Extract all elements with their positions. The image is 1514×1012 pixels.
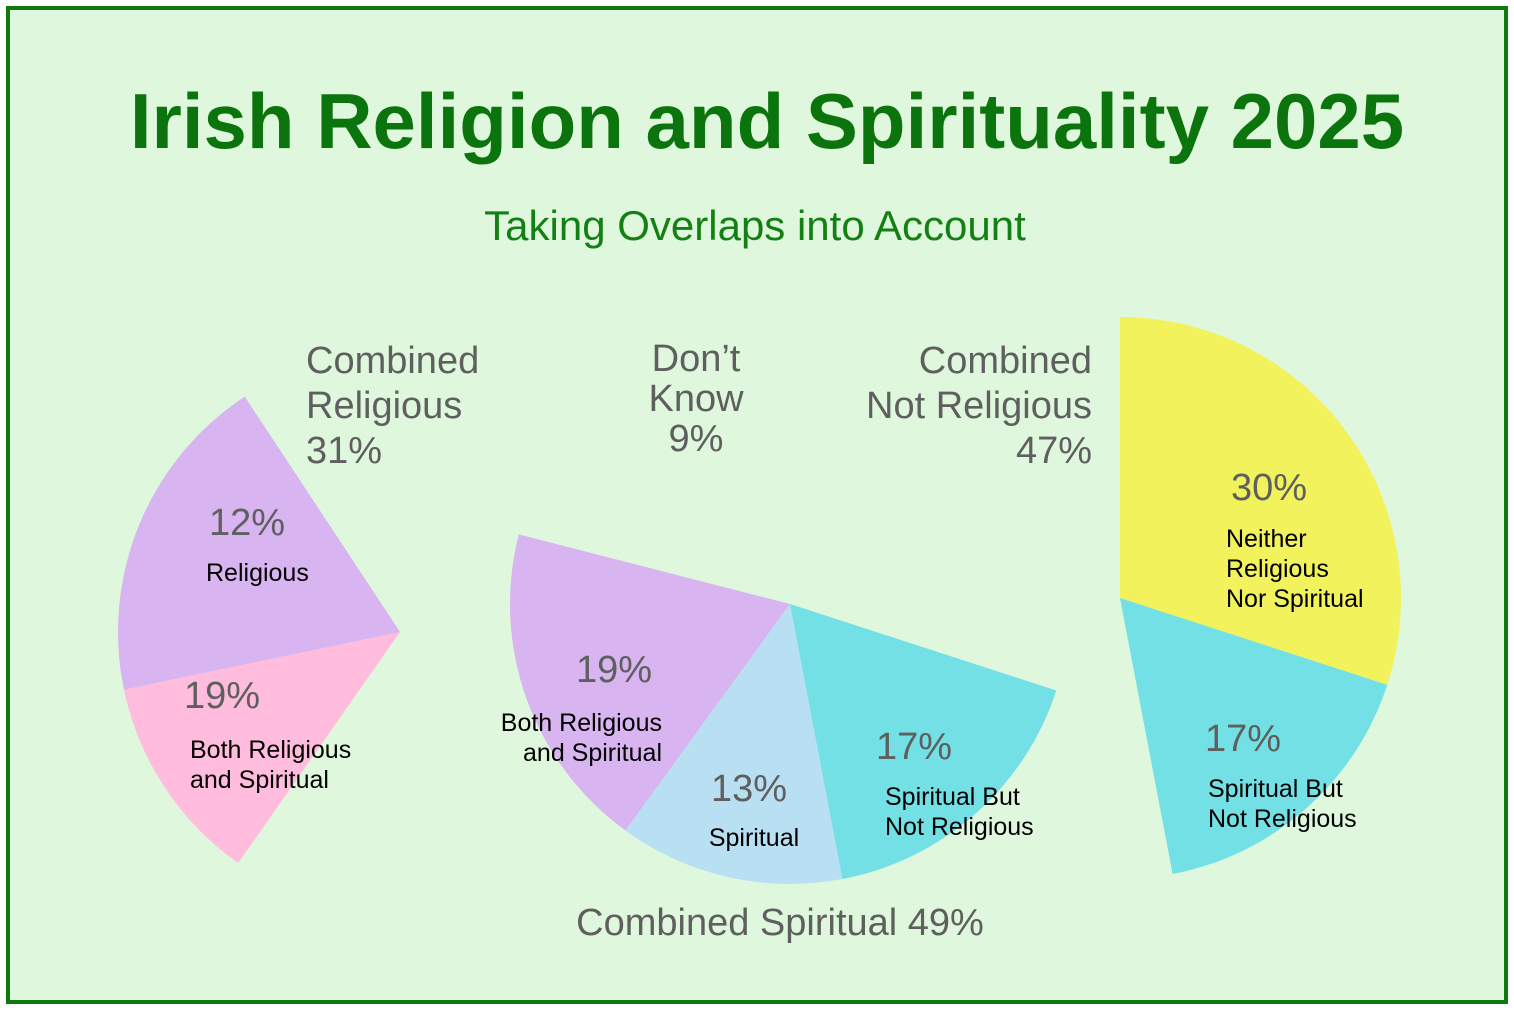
slice-category-label-line: Both Religious (190, 736, 351, 764)
slice-value-label-line: 30% (1231, 467, 1307, 509)
pie-group-3 (1120, 317, 1402, 875)
chart-subtitle: Taking Overlaps into Account (484, 202, 1026, 249)
text-layer: Irish Religion and Spirituality 2025 Tak… (130, 77, 1404, 944)
slice-category-label-line: Not Religious (885, 813, 1034, 841)
slice-value-label: 30% (1231, 467, 1307, 509)
dont-know-label-line: Know (648, 378, 744, 420)
dont-know-label-line: Don’t (652, 338, 741, 380)
slice-category-label: Spiritual But Not Religious (1208, 775, 1357, 833)
slice-category-label-line: and Spiritual (523, 739, 662, 767)
group-total-label: Combined Religious 31% (306, 340, 479, 472)
slice-value-label: 19% (576, 649, 652, 691)
slice-value-label: 13% (711, 768, 787, 810)
group-total-label-line: Combined (919, 340, 1092, 382)
slice-value-label-line: 13% (711, 768, 787, 810)
slice-value-label-line: 19% (576, 649, 652, 691)
group-total-label-line: Combined (306, 340, 479, 382)
slice-category-label-line: Not Religious (1208, 805, 1357, 833)
pie-group-1 (117, 396, 401, 863)
slices-layer (117, 317, 1402, 884)
slice-value-label-line: 17% (876, 726, 952, 768)
group-total-label-line: Not Religious (866, 385, 1092, 427)
slice-category-label-line: Nor Spiritual (1226, 585, 1364, 613)
slice-category-label: Both Religious and Spiritual (501, 709, 662, 767)
slice-category-label: Religious (206, 559, 309, 587)
group-total-label-line: Combined Spiritual 49% (576, 902, 984, 944)
slice-value-label-line: 19% (184, 675, 260, 717)
pie-slice-both (117, 396, 400, 690)
slice-category-label: Neither Religious Nor Spiritual (1226, 525, 1364, 613)
group-total-label-line: 47% (1016, 430, 1092, 472)
slice-value-label: 17% (876, 726, 952, 768)
pie-slice-both (510, 534, 790, 831)
group-total-label: Combined Not Religious 47% (866, 340, 1092, 472)
slice-value-label: 17% (1205, 718, 1281, 760)
slice-category-label-line: Spiritual (709, 824, 799, 852)
pie-slice-spiritual (625, 604, 843, 884)
slice-category-label: Spiritual But Not Religious (885, 783, 1034, 841)
slice-value-label: 12% (209, 502, 285, 544)
pie-slice-sbnr (1120, 598, 1388, 875)
group-total-label: Combined Spiritual 49% (576, 902, 984, 944)
slice-category-label-line: Both Religious (501, 709, 662, 737)
pie-slice-religious (123, 632, 401, 863)
slice-value-label-line: 17% (1205, 718, 1281, 760)
chart-title: Irish Religion and Spirituality 2025 (130, 77, 1404, 165)
slice-value-label-line: 12% (209, 502, 285, 544)
dont-know-label: Don’t Know 9% (648, 338, 744, 460)
group-total-label-line: Religious (306, 385, 462, 427)
slice-category-label-line: Religious (1226, 555, 1329, 583)
pie-group-2 (510, 534, 1057, 884)
slice-category-label-line: Religious (206, 559, 309, 587)
group-total-label-line: 31% (306, 430, 382, 472)
slice-category-label: Spiritual (709, 824, 799, 852)
slice-category-label-line: and Spiritual (190, 766, 329, 794)
slice-category-label-line: Spiritual But (1208, 775, 1343, 803)
slice-category-label-line: Spiritual But (885, 783, 1020, 811)
pie-slice-sbnr (790, 604, 1057, 880)
pie-slice-neither (1120, 317, 1402, 685)
slice-value-label: 19% (184, 675, 260, 717)
slice-category-label-line: Neither (1226, 525, 1307, 553)
dont-know-label-line: 9% (669, 418, 724, 460)
slice-category-label: Both Religious and Spiritual (190, 736, 351, 794)
